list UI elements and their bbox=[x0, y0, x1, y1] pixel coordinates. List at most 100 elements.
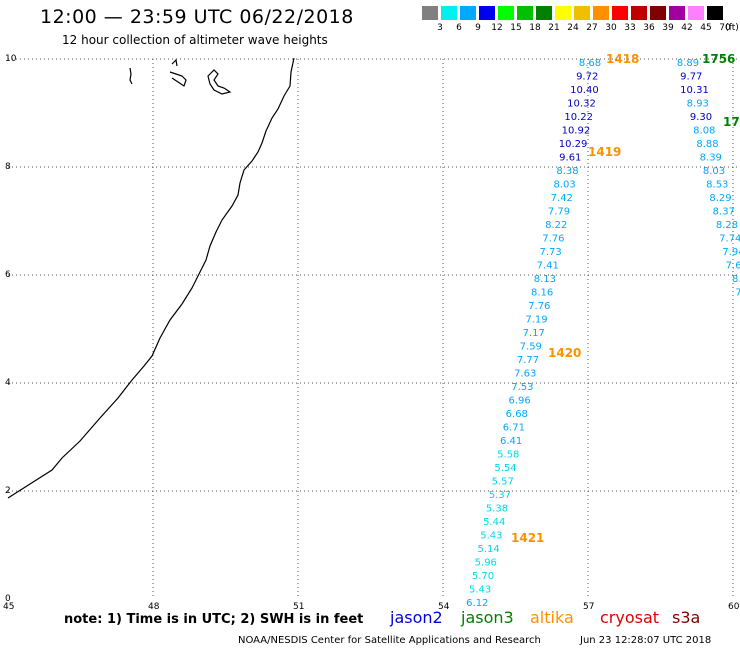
wave-height-value: 5.43 bbox=[469, 585, 491, 596]
satellite-name: cryosat bbox=[600, 608, 660, 627]
wave-height-value: 8.93 bbox=[687, 99, 709, 110]
wave-height-value: 6.12 bbox=[466, 598, 488, 609]
generated-timestamp: Jun 23 12:28:07 UTC 2018 bbox=[580, 635, 712, 646]
legend-label: 45 bbox=[700, 23, 712, 33]
legend-label: 21 bbox=[548, 23, 560, 33]
pass-time-label: 1420 bbox=[548, 346, 581, 360]
x-tick-label: 51 bbox=[293, 602, 305, 612]
legend-unit: (ft) bbox=[725, 23, 739, 33]
legend-swatch bbox=[460, 6, 476, 20]
legend-swatch bbox=[650, 6, 666, 20]
wave-height-value: 7.74 bbox=[719, 234, 740, 245]
wave-height-value: 5.14 bbox=[477, 544, 499, 555]
satellite-name: jason3 bbox=[461, 608, 514, 627]
pass-time-label: 1756 bbox=[702, 52, 735, 66]
satellite-name: s3a bbox=[672, 608, 701, 627]
x-tick-label: 48 bbox=[148, 602, 160, 612]
wave-height-value: 5.58 bbox=[497, 450, 519, 461]
wave-height-value: 6.41 bbox=[500, 436, 522, 447]
wave-height-value: 10.92 bbox=[562, 126, 591, 137]
legend-swatch bbox=[479, 6, 495, 20]
legend-swatch bbox=[498, 6, 514, 20]
wave-height-value: 9.72 bbox=[576, 72, 598, 83]
legend-swatch bbox=[555, 6, 571, 20]
wave-height-value: 5.54 bbox=[494, 463, 516, 474]
wave-height-value: 8.03 bbox=[553, 180, 575, 191]
wave-height-value: 5.37 bbox=[489, 490, 511, 501]
legend-label: 39 bbox=[662, 23, 674, 33]
legend-label: 70 bbox=[719, 23, 731, 33]
map-title: 12:00 — 23:59 UTC 06/22/2018 bbox=[40, 6, 354, 28]
wave-height-value: 7.64 bbox=[726, 261, 740, 272]
island-3 bbox=[207, 69, 232, 95]
x-tick-label: 45 bbox=[3, 602, 15, 612]
wave-height-value: 8.89 bbox=[677, 58, 699, 69]
island-1 bbox=[129, 67, 133, 85]
wave-height-value: 8.39 bbox=[700, 153, 722, 164]
altimeter-tracks: 8.68 9.72 10.40 10.32 10.22 10.92 10.29 9.61 8.3… bbox=[466, 58, 740, 609]
wave-height-value: 10.40 bbox=[570, 85, 599, 96]
time-labels: 1418 1419 1420 1421 1756 17 bbox=[511, 52, 740, 545]
wave-height-value: 5.43 bbox=[480, 531, 502, 542]
wave-height-value: 6.71 bbox=[503, 423, 525, 434]
pass-time-label: 1421 bbox=[511, 531, 544, 545]
wave-height-value: 7.42 bbox=[551, 193, 573, 204]
y-tick-label: 2 bbox=[5, 486, 11, 496]
map-frame bbox=[8, 59, 738, 599]
legend-label: 36 bbox=[643, 23, 655, 33]
wave-height-value: 7.79 bbox=[548, 207, 570, 218]
y-tick-label: 6 bbox=[5, 270, 11, 280]
legend-label: 33 bbox=[624, 23, 636, 33]
legend-swatch bbox=[574, 6, 590, 20]
map-subtitle: 12 hour collection of altimeter wave hei… bbox=[62, 33, 328, 47]
legend-swatch bbox=[536, 6, 552, 20]
wave-height-value: 5.70 bbox=[472, 571, 494, 582]
wave-height-value: 8.16 bbox=[531, 288, 553, 299]
wave-height-value: 9.77 bbox=[680, 72, 702, 83]
wave-height-value: 9.30 bbox=[690, 112, 712, 123]
legend-label: 3 bbox=[437, 23, 443, 33]
wave-height-value: 8.29 bbox=[709, 193, 731, 204]
legend-swatch bbox=[517, 6, 533, 20]
footer-note: note: 1) Time is in UTC; 2) SWH is in fe… bbox=[64, 612, 364, 627]
legend-label: 12 bbox=[491, 23, 503, 33]
legend-swatch bbox=[441, 6, 457, 20]
legend-swatch bbox=[631, 6, 647, 20]
lat-lon-grid bbox=[8, 58, 738, 599]
wave-height-value: 7.76 bbox=[542, 234, 564, 245]
wave-height-value: 5.38 bbox=[486, 504, 508, 515]
legend-label: 30 bbox=[605, 23, 617, 33]
wave-height-value: 8.03 bbox=[703, 166, 725, 177]
legend-label: 42 bbox=[681, 23, 693, 33]
credit-line: NOAA/NESDIS Center for Satellite Applica… bbox=[238, 635, 541, 646]
y-tick-label: 0 bbox=[5, 594, 11, 604]
pass-time-label: 1418 bbox=[606, 52, 639, 66]
legend-label: 18 bbox=[529, 23, 541, 33]
satellite-name: jason2 bbox=[390, 608, 443, 627]
wave-height-value: 8.38 bbox=[556, 166, 578, 177]
wave-height-value: 8.37 bbox=[713, 207, 735, 218]
wave-height-value: 7.59 bbox=[520, 342, 542, 353]
wave-height-value: 7.4 bbox=[735, 288, 740, 299]
wave-height-value: 10.22 bbox=[564, 112, 593, 123]
wave-height-value: 8.53 bbox=[706, 180, 728, 191]
wave-height-value: 7.94 bbox=[722, 247, 740, 258]
legend-label: 6 bbox=[456, 23, 462, 33]
wave-height-value: 9.61 bbox=[559, 153, 581, 164]
coastline bbox=[7, 57, 295, 499]
wave-height-value: 5.44 bbox=[483, 517, 505, 528]
legend-swatch bbox=[688, 6, 704, 20]
wave-height-value: 6.68 bbox=[506, 409, 528, 420]
legend-label: 24 bbox=[567, 23, 579, 33]
legend-swatch bbox=[707, 6, 723, 20]
wave-height-value: 8.88 bbox=[696, 139, 718, 150]
wave-height-value: 7.63 bbox=[514, 369, 536, 380]
y-tick-label: 4 bbox=[5, 378, 11, 388]
wave-height-value: 7.73 bbox=[539, 247, 561, 258]
wave-height-value: 7.53 bbox=[511, 382, 533, 393]
island-2 bbox=[169, 58, 187, 87]
legend-label: 9 bbox=[475, 23, 481, 33]
wave-height-value: 7.77 bbox=[517, 355, 539, 366]
legend-swatch bbox=[593, 6, 609, 20]
